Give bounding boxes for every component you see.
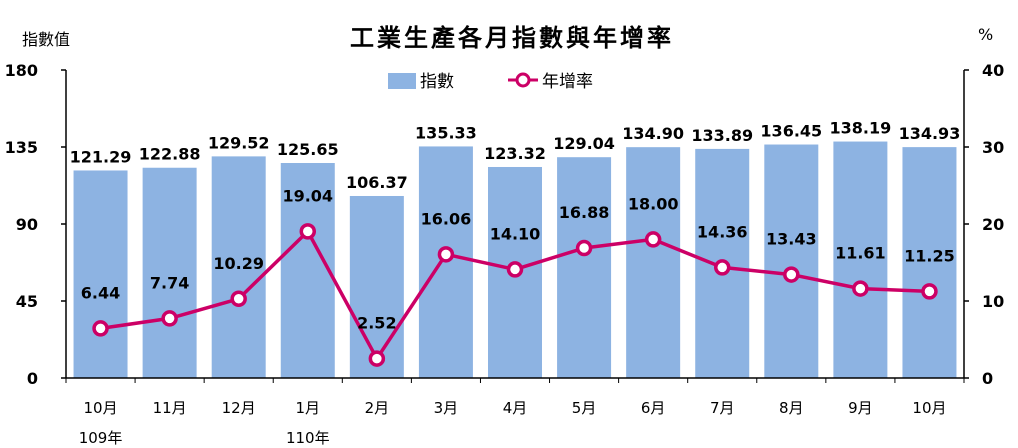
bar-value-label: 134.90 — [622, 124, 684, 143]
growth-rate-label: 10.29 — [213, 254, 264, 273]
bar-value-label: 134.93 — [899, 124, 961, 143]
bar — [349, 195, 404, 378]
legend-bar-swatch — [388, 73, 416, 89]
x-tick-label: 4月 — [503, 399, 528, 417]
growth-rate-point — [230, 290, 247, 308]
growth-rate-label: 16.06 — [421, 209, 472, 228]
legend-bar-label: 指數 — [420, 72, 454, 92]
legend-line-marker — [515, 72, 531, 88]
bar-value-label: 138.19 — [830, 119, 892, 138]
x-tick-label: 6月 — [641, 399, 666, 417]
growth-rate-point — [644, 231, 662, 248]
right-axis-unit: % — [978, 25, 993, 44]
growth-rate-point — [299, 223, 317, 240]
left-tick-label: 45 — [16, 292, 38, 311]
growth-rate-label: 6.44 — [81, 283, 120, 302]
x-tick-label: 10月 — [912, 399, 946, 417]
growth-rate-label: 19.04 — [282, 186, 333, 205]
growth-rate-point — [921, 283, 938, 300]
bar — [142, 167, 197, 378]
bar-value-label: 106.37 — [346, 173, 408, 192]
growth-rate-point — [575, 239, 593, 257]
left-tick-label: 180 — [5, 61, 38, 80]
bar — [211, 156, 266, 378]
growth-rate-label: 13.43 — [766, 230, 817, 249]
bar-value-label: 129.52 — [208, 133, 270, 152]
right-tick-label: 30 — [982, 138, 1004, 157]
left-axis-unit: 指數值 — [22, 30, 70, 49]
bar-value-label: 123.32 — [484, 144, 546, 163]
growth-rate-point — [713, 259, 731, 276]
left-tick-label: 135 — [5, 138, 38, 157]
x-tick-label: 11月 — [153, 399, 187, 417]
bar — [557, 157, 612, 378]
growth-rate-label: 2.52 — [357, 314, 396, 333]
bar-value-label: 125.65 — [277, 140, 339, 159]
bar-value-label: 135.33 — [415, 123, 477, 142]
right-tick-label: 0 — [982, 369, 993, 388]
bar — [902, 147, 957, 378]
bar — [73, 170, 128, 378]
x-tick-label: 8月 — [779, 399, 804, 417]
year-label: 110年 — [286, 429, 330, 447]
growth-rate-point — [783, 266, 800, 283]
legend-line-label: 年增率 — [542, 72, 593, 92]
growth-rate-point — [161, 310, 178, 327]
bar-value-label: 121.29 — [70, 147, 132, 166]
left-tick-label: 90 — [16, 215, 38, 234]
growth-rate-point — [506, 261, 524, 278]
x-tick-label: 1月 — [295, 399, 320, 417]
x-tick-label: 12月 — [222, 399, 256, 417]
bar — [833, 141, 888, 378]
growth-rate-label: 11.61 — [835, 244, 886, 263]
bar — [626, 147, 681, 378]
growth-rate-point — [92, 320, 109, 337]
right-tick-label: 20 — [982, 215, 1004, 234]
bar-value-label: 133.89 — [691, 126, 753, 145]
growth-rate-label: 7.74 — [150, 273, 189, 292]
left-tick-label: 0 — [27, 369, 38, 388]
growth-rate-label: 11.25 — [904, 246, 955, 265]
bar-value-label: 122.88 — [139, 145, 201, 164]
x-tick-label: 9月 — [848, 399, 873, 417]
legend: 指數 年增率 — [388, 72, 593, 92]
bar-value-label: 136.45 — [760, 122, 822, 141]
growth-rate-label: 16.88 — [559, 203, 610, 222]
x-tick-label: 7月 — [710, 399, 735, 417]
right-tick-label: 40 — [982, 61, 1004, 80]
growth-rate-point — [437, 246, 455, 263]
x-tick-label: 5月 — [572, 399, 597, 417]
growth-rate-label: 14.10 — [490, 224, 541, 243]
x-tick-label: 3月 — [434, 399, 459, 417]
x-tick-label: 2月 — [365, 399, 390, 417]
plot-area: 0 45 90 135 180 0 10 20 30 40 10月 11月 12月 1月 2月 3月 4月 5月 6… — [5, 61, 1005, 447]
bar — [280, 162, 335, 378]
bar-value-label: 129.04 — [553, 134, 615, 153]
growth-rate-label: 14.36 — [697, 222, 748, 241]
right-tick-label: 10 — [982, 292, 1004, 311]
x-tick-label: 10月 — [83, 399, 117, 417]
growth-rate-point — [368, 350, 386, 367]
growth-rate-label: 18.00 — [628, 194, 679, 213]
year-label: 109年 — [79, 429, 123, 447]
growth-rate-point — [852, 280, 869, 297]
chart-title: 工業生產各月指數與年增率 — [350, 23, 674, 52]
bar — [764, 144, 819, 378]
